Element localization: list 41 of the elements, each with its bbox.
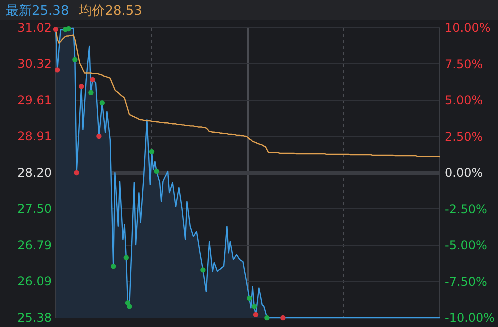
point [247,296,252,302]
y-tick-label: 29.61 [18,94,52,108]
point [72,57,78,62]
y-tick-label: 26.09 [18,274,52,288]
y-tick-label: 30.32 [18,56,52,71]
point [280,315,286,321]
point [149,149,155,155]
y-tick-label: 25.38 [18,311,52,325]
point [200,268,206,273]
y2-tick-label: -5.00% [445,238,488,252]
point [111,264,116,270]
point [90,77,96,83]
point [154,168,160,174]
y2-tick-label: 2.50% [445,130,484,144]
y-tick-label: 26.79 [18,238,52,252]
y2-tick-label: -10.00% [445,311,496,325]
point [53,26,59,32]
point [88,90,94,96]
y-tick-label: 27.50 [18,202,52,216]
y2-tick-label: 5.00% [445,94,484,108]
series-label: 最新25.38 [6,4,70,19]
point [66,26,72,32]
point [124,255,129,260]
y2-tick-label: 0.00% [445,166,484,180]
point [74,170,80,176]
point [79,84,84,90]
y2-tick-label: -7.50% [445,274,488,289]
y-tick-label: 28.91 [18,129,52,144]
point [127,304,132,310]
y2-tick-label: 7.50% [445,57,484,72]
point [252,304,257,310]
y-tick-label: 31.02 [18,21,52,35]
point [100,100,105,106]
y-tick-label: 28.20 [18,166,52,180]
point [55,68,60,73]
point [253,312,259,318]
series-label: 均价28.53 [78,4,142,19]
y2-tick-label: -2.50% [445,202,488,216]
point [96,134,102,140]
point [264,315,270,321]
y2-tick-label: 10.00% [445,21,491,35]
